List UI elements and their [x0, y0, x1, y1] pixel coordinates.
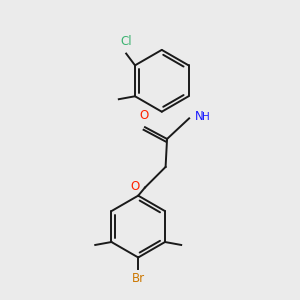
Text: O: O — [130, 180, 140, 193]
Text: Cl: Cl — [120, 35, 132, 48]
Text: O: O — [139, 109, 148, 122]
Text: N: N — [194, 110, 203, 123]
Text: Br: Br — [132, 272, 145, 286]
Text: H: H — [202, 112, 209, 122]
